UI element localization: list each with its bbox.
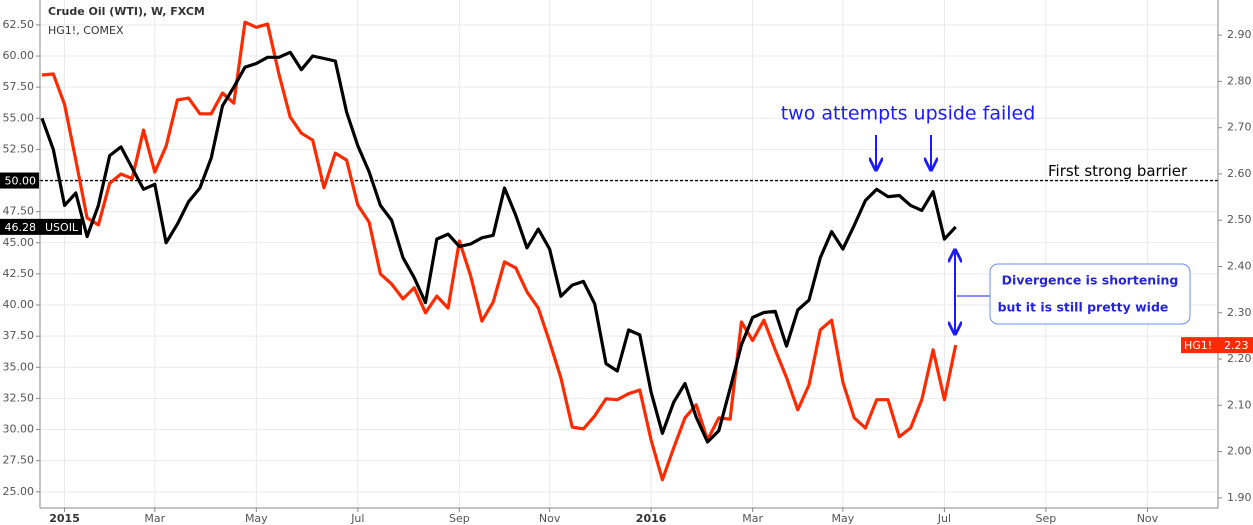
x-tick-label: Nov: [539, 512, 561, 525]
y2-tick-label: 2.80: [1227, 74, 1252, 87]
y2-tick-label: 2.90: [1227, 28, 1252, 41]
last-value-label: 46.28: [5, 221, 37, 234]
barrier-label: First strong barrier: [1048, 162, 1188, 180]
annotation-box: [989, 263, 1191, 325]
x-tick-label: May: [832, 512, 855, 525]
annotation: Divergence is shortening: [1002, 273, 1179, 288]
y2-tick-label: 2.20: [1227, 352, 1252, 365]
plot: First strong barrier: [40, 20, 1218, 482]
y-tick-label: 32.50: [3, 391, 35, 404]
x-tick-label: 2015: [49, 512, 80, 525]
y2-tick-label: 2.10: [1227, 398, 1252, 411]
y2-tick-label: 2.00: [1227, 445, 1252, 458]
y-tick-label: 62.50: [3, 18, 35, 31]
y-tick-label: 52.50: [3, 142, 35, 155]
x-tick-label: May: [245, 512, 268, 525]
x-tick-label: Nov: [1137, 512, 1159, 525]
annotation: but it is still pretty wide: [998, 300, 1169, 315]
y2-tick-label: 2.30: [1227, 306, 1252, 319]
y-tick-label: 25.00: [3, 485, 35, 498]
x-tick-label: Mar: [742, 512, 763, 525]
price-tags: 50.00 HG1! 2.23 46.28 USOIL: [0, 172, 1253, 354]
y2-tick-label: 2.40: [1227, 259, 1252, 272]
y-tick-label: 55.00: [3, 111, 35, 124]
x-tick-label: Jul: [937, 512, 951, 525]
y2-tick-label: 1.90: [1227, 491, 1252, 504]
y-tick-label: 47.50: [3, 205, 35, 218]
annotation: two attempts upside failed: [781, 103, 1036, 125]
y-tick-label: 30.00: [3, 423, 35, 436]
y-tick-label: 42.50: [3, 267, 35, 280]
y2-tick-label: 2.70: [1227, 121, 1252, 134]
price-tag-label: 50.00: [5, 175, 37, 188]
y-tick-label: 40.00: [3, 298, 35, 311]
y2-tick-label: 2.60: [1227, 167, 1252, 180]
series-name: HG1!: [1184, 339, 1212, 352]
y-tick-label: 60.00: [3, 49, 35, 62]
series-line: [41, 20, 958, 482]
y-tick-label: 57.50: [3, 80, 35, 93]
price-tag: [0, 218, 82, 235]
y-tick-label: 45.00: [3, 236, 35, 249]
series-line: [40, 50, 957, 444]
grid: 25.00 27.50 30.00 32.50 35.00 37.50 40.00 42.50…: [3, 0, 1252, 525]
price-tag: [1181, 337, 1253, 354]
chart-subtitle: HG1!, COMEX: [48, 24, 124, 37]
x-tick-label: Sep: [1036, 512, 1057, 525]
x-tick-label: 2016: [636, 512, 667, 525]
y-tick-label: 37.50: [3, 329, 35, 342]
x-tick-label: Mar: [144, 512, 165, 525]
last-value-label: 2.23: [1224, 339, 1249, 352]
price-tag: [0, 172, 39, 189]
y-tick-label: 27.50: [3, 454, 35, 467]
series-name: USOIL: [45, 221, 79, 234]
x-tick-label: Jul: [350, 512, 364, 525]
y-tick-label: 35.00: [3, 360, 35, 373]
y2-tick-label: 2.50: [1227, 213, 1252, 226]
x-tick-label: Sep: [449, 512, 470, 525]
chart-title: Crude Oil (WTI), W, FXCM: [48, 5, 205, 18]
